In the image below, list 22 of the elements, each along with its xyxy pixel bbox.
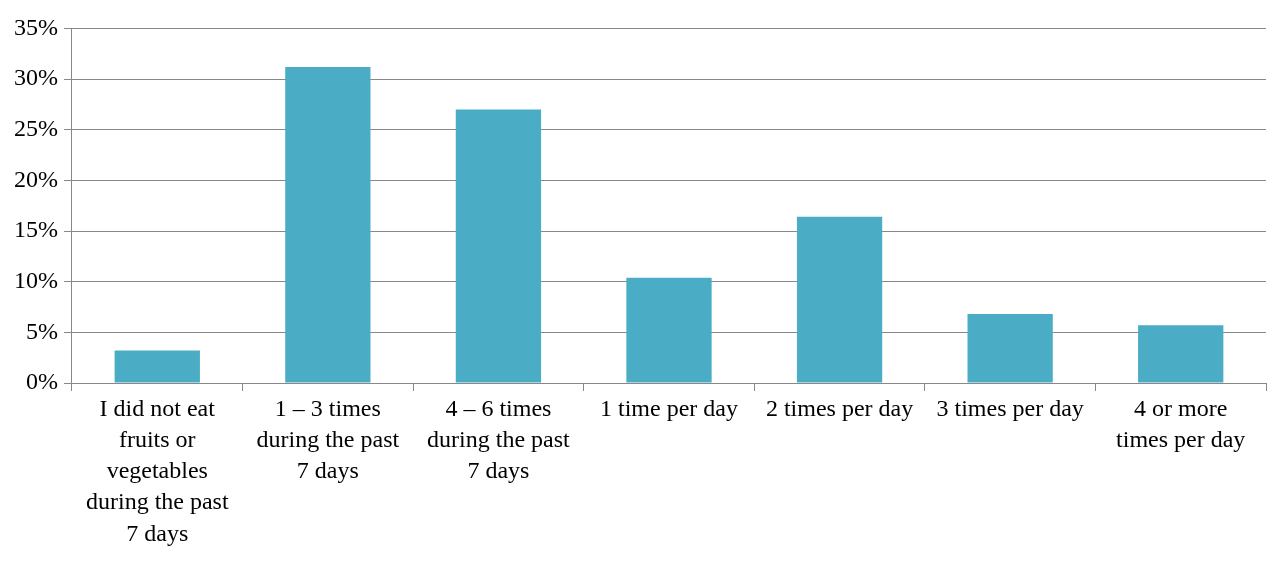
y-tick-label: 5% xyxy=(25,317,58,344)
x-tick-label: 3 times per day xyxy=(936,394,1084,421)
bar xyxy=(626,277,712,383)
x-tick-label: 4 or more times per day xyxy=(1116,394,1246,453)
y-tick-label: 15% xyxy=(13,216,58,243)
y-tick-label: 30% xyxy=(13,64,58,91)
bar xyxy=(455,109,542,383)
bar xyxy=(796,216,883,383)
bar xyxy=(1138,325,1224,383)
y-tick-label: 35% xyxy=(13,13,58,40)
x-tick-label: 1 time per day xyxy=(600,394,738,421)
x-tick-label: 2 times per day xyxy=(765,394,914,421)
bar xyxy=(114,350,200,383)
x-tick-label: I did not eat fruits or vegetables during the past 7 days xyxy=(85,394,229,546)
bar xyxy=(967,314,1053,383)
x-tick-label: 4 – 6 times during the past 7 days xyxy=(427,394,571,484)
y-tick-label: 0% xyxy=(25,368,58,395)
y-tick-label: 10% xyxy=(13,266,58,293)
y-tick-label: 20% xyxy=(13,165,58,192)
y-tick-label: 25% xyxy=(13,115,58,142)
bar xyxy=(285,66,371,383)
x-tick-label: 1 – 3 times during the past 7 days xyxy=(256,394,400,484)
